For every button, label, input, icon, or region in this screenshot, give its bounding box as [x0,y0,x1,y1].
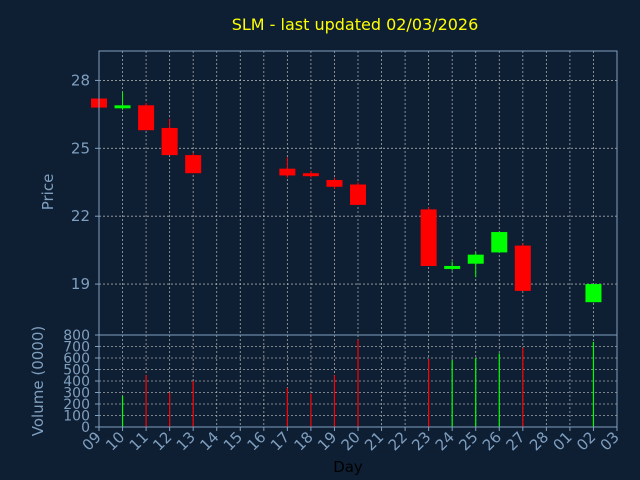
x-ticks: 0910111213141516171819202122232425262728… [79,427,623,454]
candle [467,252,484,278]
candle [420,207,437,266]
candle-body [185,155,202,174]
candle-body [326,179,343,187]
candle-body [114,105,131,109]
candle-body [467,254,484,264]
candle [138,103,155,131]
candle [350,182,366,205]
candle-body [138,105,155,131]
candle [491,232,508,253]
price-y-tick-label: 28 [71,71,90,89]
volume-y-tick-label: 200 [63,397,90,413]
candle [302,170,319,178]
volume-axis-label: Volume (0000) [29,326,47,436]
volume-y-tick-label: 100 [63,409,90,425]
volume-y-tick-label: 500 [63,363,90,379]
volume-bars [121,339,595,427]
volume-y-tick-label: 0 [81,420,90,436]
candle [326,177,343,190]
candle [444,261,461,271]
candle-body [350,184,366,205]
candle-body [585,284,602,303]
volume-y-tick-label: 700 [63,340,90,356]
candle [161,118,178,156]
price-y-tick-label: 19 [71,275,90,293]
candle-body [302,173,319,177]
price-y-ticks: 19 22 25 28 [71,71,99,293]
price-y-tick-label: 25 [71,139,90,157]
volume-y-tick-label: 300 [63,386,90,402]
chart-title: SLM - last updated 02/03/2026 [232,15,479,34]
candle-body [444,265,461,269]
candle [585,284,602,303]
candle-body [491,232,508,253]
volume-y-tick-label: 400 [63,374,90,390]
price-y-tick-label: 22 [71,207,90,225]
x-axis-label: Day [333,458,363,476]
price-candles [91,91,602,303]
candle [279,157,296,178]
candle [114,91,131,110]
candle [514,243,531,291]
price-axis-label: Price [39,174,57,211]
candle-body [514,245,531,291]
volume-y-tick-label: 600 [63,351,90,367]
candle [185,152,202,174]
volume-y-tick-label: 800 [63,328,90,344]
candle-body [161,127,178,156]
candle-body [279,168,296,176]
candle-body [420,209,437,266]
